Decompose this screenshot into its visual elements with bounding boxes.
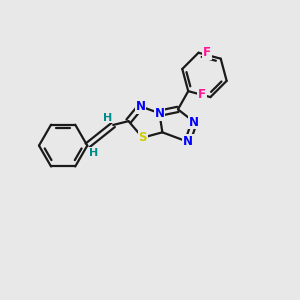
Text: S: S	[138, 131, 147, 144]
Text: N: N	[183, 135, 193, 148]
Text: N: N	[136, 100, 146, 113]
Text: F: F	[203, 46, 211, 59]
Text: H: H	[103, 112, 112, 123]
Text: N: N	[189, 116, 199, 128]
Text: N: N	[154, 107, 164, 120]
Text: H: H	[88, 148, 98, 158]
Text: F: F	[198, 88, 206, 101]
